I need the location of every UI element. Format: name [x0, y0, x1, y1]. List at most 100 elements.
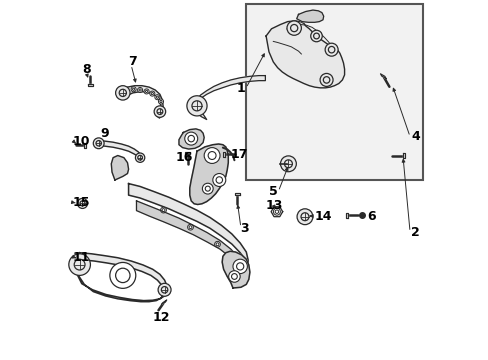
Circle shape [187, 224, 193, 230]
Circle shape [208, 152, 216, 159]
Circle shape [313, 33, 319, 39]
Text: 10: 10 [72, 135, 90, 148]
Circle shape [186, 96, 206, 116]
Text: 9: 9 [101, 127, 109, 140]
Text: 13: 13 [265, 199, 282, 212]
Polygon shape [121, 86, 163, 118]
Circle shape [93, 138, 104, 149]
Circle shape [284, 160, 292, 168]
Circle shape [96, 140, 101, 146]
Polygon shape [189, 144, 228, 204]
Polygon shape [194, 76, 265, 120]
Polygon shape [111, 156, 128, 180]
Polygon shape [270, 207, 282, 217]
Circle shape [273, 208, 280, 215]
Circle shape [161, 287, 167, 293]
Circle shape [231, 274, 237, 279]
Polygon shape [222, 251, 249, 288]
Circle shape [158, 283, 171, 296]
Circle shape [301, 213, 308, 221]
Circle shape [160, 100, 162, 103]
Circle shape [290, 24, 297, 32]
Text: 11: 11 [72, 251, 90, 264]
Circle shape [115, 268, 130, 283]
Circle shape [323, 77, 329, 83]
Circle shape [155, 95, 160, 100]
Text: 14: 14 [314, 210, 331, 222]
Circle shape [228, 271, 240, 282]
Polygon shape [128, 184, 247, 269]
Circle shape [184, 132, 197, 145]
Text: 12: 12 [152, 311, 169, 324]
Circle shape [280, 156, 296, 172]
Polygon shape [402, 153, 404, 158]
Circle shape [132, 88, 134, 90]
Circle shape [205, 186, 210, 191]
Text: 16: 16 [175, 151, 192, 164]
Circle shape [69, 254, 90, 275]
Polygon shape [75, 253, 167, 302]
Circle shape [202, 183, 213, 194]
Circle shape [236, 263, 244, 270]
Polygon shape [380, 74, 386, 79]
Circle shape [212, 174, 225, 186]
Polygon shape [296, 10, 323, 22]
Circle shape [131, 87, 136, 92]
Circle shape [320, 73, 332, 86]
Polygon shape [179, 129, 204, 149]
Circle shape [77, 198, 87, 208]
Circle shape [296, 209, 312, 225]
Bar [246, 4, 422, 180]
Text: 8: 8 [81, 63, 90, 76]
Text: 4: 4 [410, 130, 419, 143]
Circle shape [204, 148, 220, 163]
Circle shape [328, 46, 334, 53]
Polygon shape [88, 84, 93, 86]
Circle shape [115, 86, 130, 100]
Text: 5: 5 [268, 185, 277, 198]
Circle shape [156, 96, 158, 98]
Circle shape [162, 209, 164, 211]
Circle shape [110, 262, 136, 288]
Circle shape [158, 99, 163, 104]
Circle shape [310, 30, 322, 42]
Circle shape [74, 259, 85, 270]
Circle shape [286, 21, 301, 35]
Circle shape [187, 135, 194, 142]
Text: 6: 6 [366, 210, 375, 223]
Circle shape [138, 155, 142, 160]
Text: 3: 3 [240, 222, 248, 235]
Polygon shape [345, 213, 347, 218]
Circle shape [325, 43, 337, 56]
Circle shape [137, 87, 142, 93]
Circle shape [145, 90, 147, 93]
Circle shape [160, 207, 166, 213]
Polygon shape [265, 21, 344, 88]
Polygon shape [234, 193, 239, 195]
Circle shape [80, 201, 85, 206]
Circle shape [149, 91, 155, 96]
Text: 15: 15 [72, 196, 90, 209]
Circle shape [189, 226, 192, 229]
Circle shape [216, 243, 219, 246]
Circle shape [119, 89, 126, 96]
Text: 2: 2 [410, 226, 419, 239]
Circle shape [154, 106, 165, 117]
Circle shape [157, 109, 163, 114]
Circle shape [139, 89, 141, 91]
Circle shape [232, 259, 247, 274]
Polygon shape [83, 143, 85, 148]
Text: 17: 17 [230, 148, 247, 161]
Circle shape [214, 241, 220, 247]
Polygon shape [161, 300, 166, 305]
Polygon shape [185, 152, 190, 154]
Text: 1: 1 [236, 82, 244, 95]
Polygon shape [98, 140, 141, 159]
Circle shape [192, 101, 202, 111]
Polygon shape [136, 201, 246, 276]
Polygon shape [223, 152, 225, 157]
Circle shape [144, 89, 149, 94]
Circle shape [216, 177, 222, 183]
Circle shape [275, 210, 278, 213]
Text: 7: 7 [127, 55, 136, 68]
